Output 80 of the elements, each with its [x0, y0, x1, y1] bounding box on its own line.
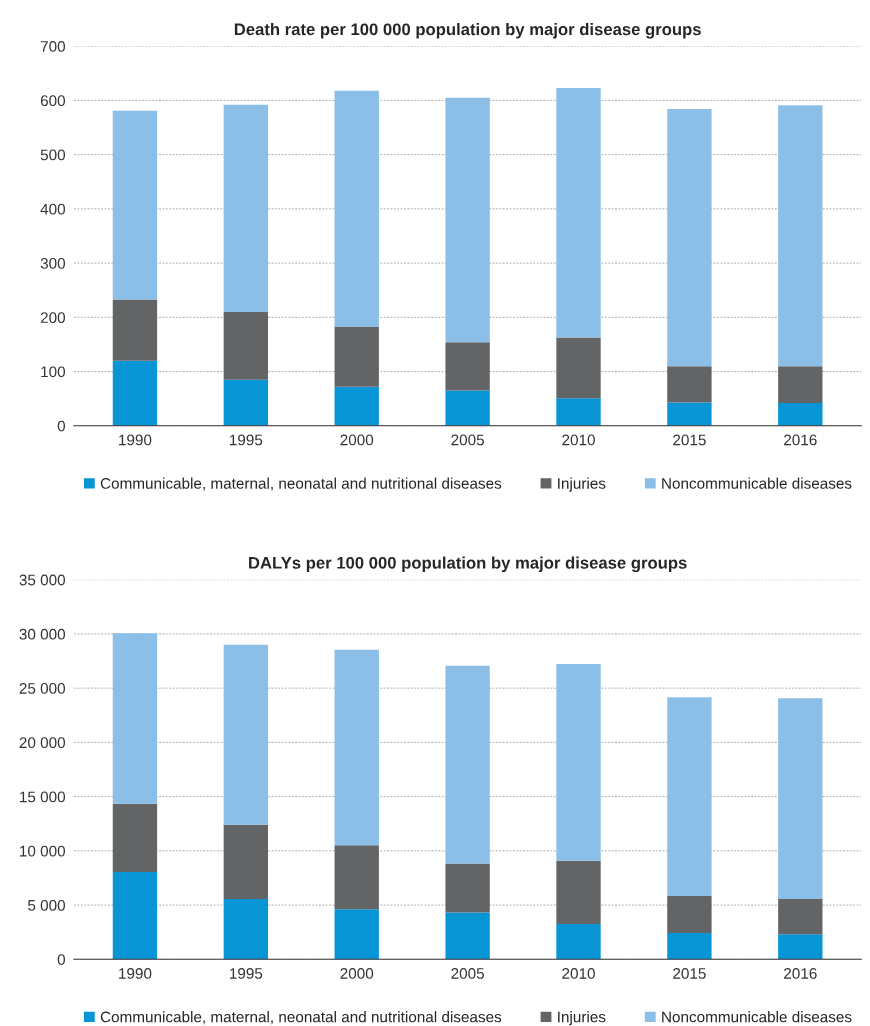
bar: [334, 90, 379, 327]
legend-label: Noncommunicable diseases: [662, 1011, 852, 1023]
y-tick-label: 100: [41, 366, 66, 378]
bar: [223, 311, 269, 380]
bar: [445, 912, 490, 960]
x-tick-label: 2000: [340, 968, 374, 979]
legend-label: Injuries: [558, 1011, 606, 1026]
bar: [334, 326, 379, 387]
legend-label: Injuries: [558, 477, 606, 492]
bar: [334, 909, 379, 960]
chart-title: Death rate per 100 000 population by major disease groups: [234, 22, 701, 39]
legend-label: Communicable, maternal, neonatal and nutritional diseases: [100, 477, 502, 491]
x-tick-label: 2010: [562, 968, 595, 979]
legend-label: Noncommunicable diseases: [662, 477, 852, 489]
bar: [334, 845, 379, 910]
x-tick-label: 1995: [230, 968, 263, 979]
y-tick-label: 500: [40, 149, 66, 161]
x-tick-label: 2000: [340, 434, 374, 446]
bar: [778, 403, 823, 426]
bar: [112, 872, 158, 960]
bar: [667, 366, 712, 403]
y-tick-label: 400: [40, 203, 66, 215]
x-tick-label: 2016: [784, 434, 817, 446]
x-tick-label: 2005: [451, 968, 484, 979]
bar: [445, 97, 490, 343]
bar: [667, 933, 712, 960]
x-tick-label: 2016: [784, 968, 817, 979]
bar: [667, 697, 712, 897]
bar: [334, 649, 379, 846]
x-tick-label: 2015: [673, 434, 706, 446]
chart-title: DALYs per 100 000 population by major disease groups: [249, 556, 687, 573]
bar: [445, 342, 490, 391]
bar: [223, 644, 269, 825]
x-tick-label: 2010: [562, 434, 595, 446]
y-tick-label: 600: [40, 95, 66, 107]
y-tick-label: 0: [57, 420, 66, 432]
bar: [556, 87, 601, 338]
bar: [112, 633, 158, 804]
bar: [112, 110, 158, 300]
bar: [778, 898, 823, 935]
y-tick-label: 200: [40, 312, 66, 324]
x-tick-label: 1990: [119, 434, 152, 446]
bar: [778, 105, 823, 367]
x-tick-label: 2015: [673, 968, 706, 979]
bar: [667, 109, 712, 367]
y-tick-label: 30 000: [19, 628, 66, 640]
bar: [223, 379, 269, 426]
bar: [778, 698, 823, 899]
bar: [556, 860, 601, 924]
bar: [556, 398, 601, 426]
bar: [112, 803, 158, 873]
bar: [223, 898, 269, 960]
y-tick-label: 300: [40, 257, 66, 269]
bar: [445, 665, 490, 864]
bar: [334, 386, 379, 426]
bar: [223, 104, 269, 312]
bar: [112, 299, 158, 361]
bar: [445, 863, 490, 913]
y-tick-label: 700: [40, 41, 66, 52]
bar: [667, 896, 712, 934]
y-tick-label: 15 000: [20, 791, 66, 803]
bar: [778, 934, 823, 960]
bar: [223, 824, 269, 899]
bar: [112, 360, 158, 426]
x-tick-label: 1990: [119, 968, 152, 979]
bar: [556, 923, 601, 960]
y-tick-label: 0: [57, 954, 66, 965]
bar: [556, 664, 601, 861]
y-tick-label: 10 000: [20, 845, 66, 857]
bar: [556, 337, 601, 399]
x-tick-label: 2005: [451, 434, 484, 446]
y-tick-label: 35 000: [19, 574, 66, 586]
y-tick-label: 20 000: [19, 737, 66, 749]
y-tick-label: 5 000: [28, 899, 66, 911]
bar: [445, 390, 490, 426]
x-tick-label: 1995: [230, 434, 263, 446]
legend-label: Communicable, maternal, neonatal and nutritional diseases: [100, 1011, 502, 1025]
bar: [667, 402, 712, 426]
bar: [778, 366, 823, 404]
y-tick-label: 25 000: [19, 683, 66, 694]
